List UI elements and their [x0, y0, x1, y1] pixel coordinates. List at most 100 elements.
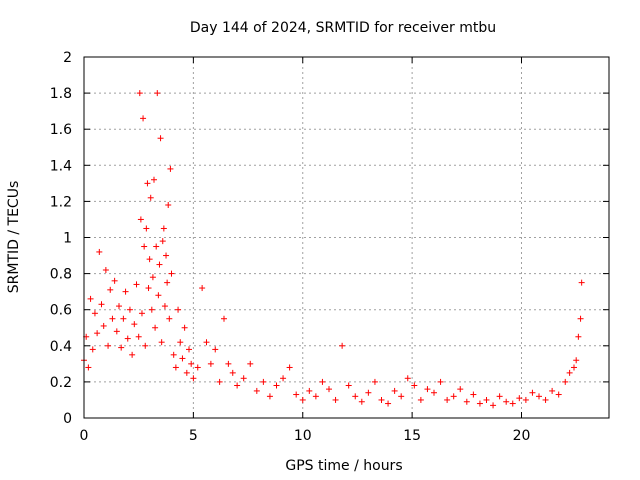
data-point	[177, 339, 184, 346]
data-point	[159, 238, 166, 245]
x-tick-label: 0	[80, 428, 89, 444]
data-point	[157, 135, 164, 142]
data-point	[141, 243, 148, 250]
data-point	[306, 387, 313, 394]
data-point	[194, 364, 201, 371]
data-point	[266, 393, 273, 400]
data-point	[549, 387, 556, 394]
data-point	[450, 393, 457, 400]
data-point	[85, 364, 92, 371]
y-axis-label: SRMTID / TECUs	[6, 181, 22, 294]
data-point	[536, 393, 542, 400]
data-point	[555, 391, 562, 398]
data-point	[476, 400, 483, 407]
data-point	[165, 202, 172, 209]
data-point	[186, 346, 192, 353]
data-point	[122, 288, 129, 295]
y-tick-label: 2	[63, 50, 72, 66]
data-point	[105, 342, 112, 349]
y-tick-label: 0.4	[50, 339, 72, 355]
data-point	[280, 375, 287, 382]
y-tick-label: 0.6	[50, 303, 72, 319]
data-point	[144, 180, 151, 187]
gridlines	[84, 57, 609, 418]
data-point	[124, 335, 131, 342]
data-point	[161, 303, 168, 310]
data-point	[404, 375, 411, 382]
y-tick-label: 1.4	[50, 158, 72, 174]
data-point	[167, 165, 174, 172]
data-point	[113, 328, 120, 335]
y-tick-label: 1.6	[50, 122, 72, 138]
data-point	[542, 396, 549, 403]
data-point	[575, 333, 582, 340]
data-point	[457, 386, 464, 393]
data-point	[155, 292, 162, 299]
x-tick-label: 10	[294, 428, 312, 444]
y-tick-label: 0.8	[50, 267, 72, 283]
chart-title: Day 144 of 2024, SRMTID for receiver mtb…	[190, 20, 496, 36]
data-point	[203, 339, 210, 346]
data-point	[153, 243, 160, 250]
data-point	[146, 256, 153, 263]
data-point	[221, 315, 227, 322]
data-point	[411, 382, 418, 389]
data-point	[145, 285, 152, 292]
data-point	[111, 277, 118, 284]
data-point	[352, 393, 359, 400]
data-point	[216, 378, 223, 385]
data-point	[179, 355, 186, 362]
data-point	[181, 324, 188, 331]
data-point	[345, 382, 352, 389]
data-point	[137, 216, 144, 223]
data-point	[496, 393, 503, 400]
data-point	[470, 391, 477, 398]
x-tick-label: 15	[403, 428, 421, 444]
data-point	[529, 389, 536, 396]
data-point	[166, 315, 173, 322]
data-point	[126, 306, 133, 313]
data-point	[365, 389, 372, 396]
data-point	[437, 378, 444, 385]
data-point	[131, 321, 138, 328]
data-point	[190, 375, 197, 382]
data-point	[332, 396, 339, 403]
data-point	[120, 315, 127, 322]
data-point	[326, 386, 332, 393]
data-point	[463, 398, 470, 405]
data-point	[116, 303, 122, 310]
data-point	[260, 378, 267, 385]
data-point	[577, 315, 584, 322]
data-point	[100, 322, 107, 329]
y-tick-label: 0.2	[50, 375, 72, 391]
data-point	[147, 194, 154, 201]
data-point	[503, 398, 510, 405]
data-point	[170, 351, 177, 358]
y-tick-label: 0	[63, 411, 72, 427]
data-point	[96, 248, 103, 255]
data-point	[522, 396, 529, 403]
data-point	[175, 306, 182, 313]
data-point	[142, 342, 149, 349]
data-point	[98, 301, 105, 308]
data-point	[151, 176, 157, 183]
data-point	[286, 364, 293, 371]
data-point	[483, 396, 490, 403]
data-point	[358, 398, 365, 405]
x-tick-label: 20	[513, 428, 531, 444]
data-point	[566, 369, 573, 376]
data-point	[136, 90, 143, 97]
data-point	[253, 387, 260, 394]
data-point	[312, 393, 319, 400]
data-point	[138, 310, 145, 317]
x-tick-label: 5	[189, 428, 198, 444]
data-point	[444, 396, 451, 403]
data-point	[247, 360, 254, 367]
data-point	[339, 342, 346, 349]
data-point	[140, 115, 147, 122]
data-point	[164, 279, 171, 286]
data-point	[102, 266, 109, 273]
data-point	[516, 395, 523, 402]
data-point	[87, 295, 94, 302]
data-point	[273, 382, 280, 389]
